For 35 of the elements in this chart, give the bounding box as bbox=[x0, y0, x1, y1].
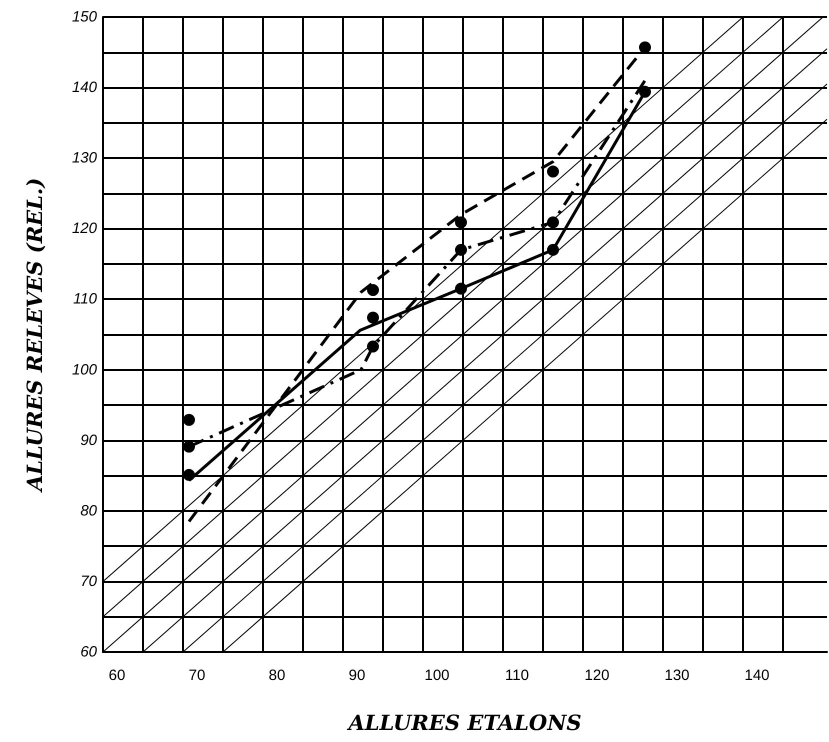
point bbox=[367, 284, 379, 296]
x-tick-label: 90 bbox=[348, 667, 366, 684]
y-tick-label: 100 bbox=[72, 361, 98, 378]
point bbox=[367, 312, 379, 324]
x-tick-label: 80 bbox=[268, 667, 286, 684]
point bbox=[183, 440, 195, 453]
x-tick-label: 60 bbox=[108, 667, 126, 684]
x-tick-label: 70 bbox=[188, 667, 206, 684]
y-tick-label: 60 bbox=[80, 644, 98, 660]
point bbox=[639, 41, 651, 54]
x-tick-label: 100 bbox=[424, 667, 450, 684]
point bbox=[183, 414, 195, 426]
point bbox=[547, 166, 559, 178]
y-tick-label: 150 bbox=[72, 8, 98, 26]
y-tick-label: 110 bbox=[73, 290, 98, 308]
x-tick-label: 130 bbox=[664, 667, 690, 684]
y-tick-label: 80 bbox=[80, 502, 98, 520]
x-tick-label: 110 bbox=[505, 667, 529, 684]
point bbox=[547, 216, 559, 228]
y-tick-label: 90 bbox=[80, 432, 98, 449]
x-axis-title: ALLURES ETALONS bbox=[346, 710, 582, 735]
point bbox=[547, 244, 559, 256]
y-tick-label: 70 bbox=[80, 572, 98, 590]
x-tick-label: 120 bbox=[584, 667, 610, 684]
point bbox=[455, 244, 467, 256]
point bbox=[455, 216, 467, 228]
point bbox=[639, 86, 651, 98]
y-axis-title: ALLURES RELEVES (REL.) bbox=[22, 178, 47, 494]
x-tick-label: 140 bbox=[744, 667, 770, 684]
y-tick-label: 120 bbox=[72, 220, 98, 238]
point bbox=[455, 282, 467, 295]
point bbox=[367, 340, 379, 352]
y-tick-label: 140 bbox=[72, 79, 98, 96]
point bbox=[183, 468, 195, 481]
y-tick-label: 130 bbox=[72, 150, 98, 167]
